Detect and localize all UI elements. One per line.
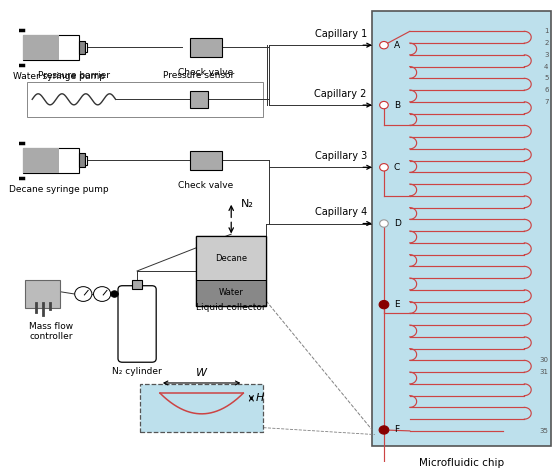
Text: Capillary 4: Capillary 4 bbox=[315, 207, 367, 217]
Bar bbox=[23, 148, 59, 173]
Text: 6: 6 bbox=[544, 87, 549, 93]
FancyBboxPatch shape bbox=[140, 384, 263, 432]
Text: Decane syringe pump: Decane syringe pump bbox=[9, 185, 109, 194]
Circle shape bbox=[379, 102, 388, 109]
Bar bbox=[23, 35, 79, 60]
Bar bbox=[25, 280, 60, 308]
Text: H: H bbox=[256, 393, 264, 403]
FancyBboxPatch shape bbox=[118, 286, 156, 362]
Text: Water: Water bbox=[219, 289, 244, 298]
Bar bbox=[196, 236, 266, 306]
Text: Pressure barrier: Pressure barrier bbox=[38, 70, 110, 80]
Bar bbox=[190, 91, 208, 108]
Bar bbox=[79, 40, 84, 55]
Text: Capillary 1: Capillary 1 bbox=[315, 29, 367, 39]
Text: 4: 4 bbox=[544, 63, 549, 70]
Text: 1: 1 bbox=[544, 28, 549, 34]
Text: Liquid collector: Liquid collector bbox=[196, 303, 266, 312]
Text: 2: 2 bbox=[544, 40, 549, 46]
Text: 30: 30 bbox=[540, 357, 549, 363]
Bar bbox=[196, 236, 266, 306]
Bar bbox=[190, 151, 222, 170]
Text: Capillary 3: Capillary 3 bbox=[315, 151, 367, 161]
Text: D: D bbox=[393, 219, 401, 228]
Text: Mass flow
controller: Mass flow controller bbox=[29, 321, 73, 341]
Bar bbox=[84, 156, 88, 165]
Bar bbox=[196, 280, 266, 306]
Text: Microfluidic chip: Microfluidic chip bbox=[419, 458, 504, 468]
Text: Check valve: Check valve bbox=[179, 181, 234, 190]
Text: 3: 3 bbox=[544, 52, 549, 58]
Circle shape bbox=[379, 426, 389, 434]
Circle shape bbox=[110, 291, 118, 297]
Text: Water syringe pump: Water syringe pump bbox=[13, 71, 105, 81]
Text: 7: 7 bbox=[544, 99, 549, 105]
Text: Decane: Decane bbox=[215, 254, 247, 263]
Circle shape bbox=[379, 300, 389, 309]
Circle shape bbox=[379, 41, 388, 49]
Text: Pressure sensor: Pressure sensor bbox=[163, 70, 234, 80]
Text: C: C bbox=[393, 163, 400, 172]
Bar bbox=[196, 236, 266, 280]
Circle shape bbox=[379, 220, 388, 227]
Text: A: A bbox=[393, 41, 400, 50]
Text: Check valve: Check valve bbox=[179, 68, 234, 77]
Text: F: F bbox=[393, 425, 399, 434]
Text: N₂: N₂ bbox=[241, 199, 254, 209]
Text: 31: 31 bbox=[540, 369, 549, 375]
Bar bbox=[23, 35, 59, 60]
Text: E: E bbox=[393, 300, 400, 309]
Circle shape bbox=[379, 164, 388, 171]
Bar bbox=[23, 148, 79, 173]
Text: 5: 5 bbox=[544, 75, 549, 81]
Bar bbox=[132, 280, 142, 290]
Bar bbox=[372, 11, 551, 446]
Text: N₂ cylinder: N₂ cylinder bbox=[112, 367, 162, 376]
Text: B: B bbox=[393, 101, 400, 110]
Circle shape bbox=[94, 287, 110, 301]
Circle shape bbox=[75, 287, 92, 301]
Text: W: W bbox=[196, 368, 207, 378]
Bar bbox=[190, 38, 222, 57]
Bar bbox=[79, 153, 84, 167]
Text: Capillary 2: Capillary 2 bbox=[314, 88, 367, 99]
Bar bbox=[84, 43, 88, 52]
Text: 35: 35 bbox=[540, 428, 549, 434]
Bar bbox=[27, 82, 263, 117]
